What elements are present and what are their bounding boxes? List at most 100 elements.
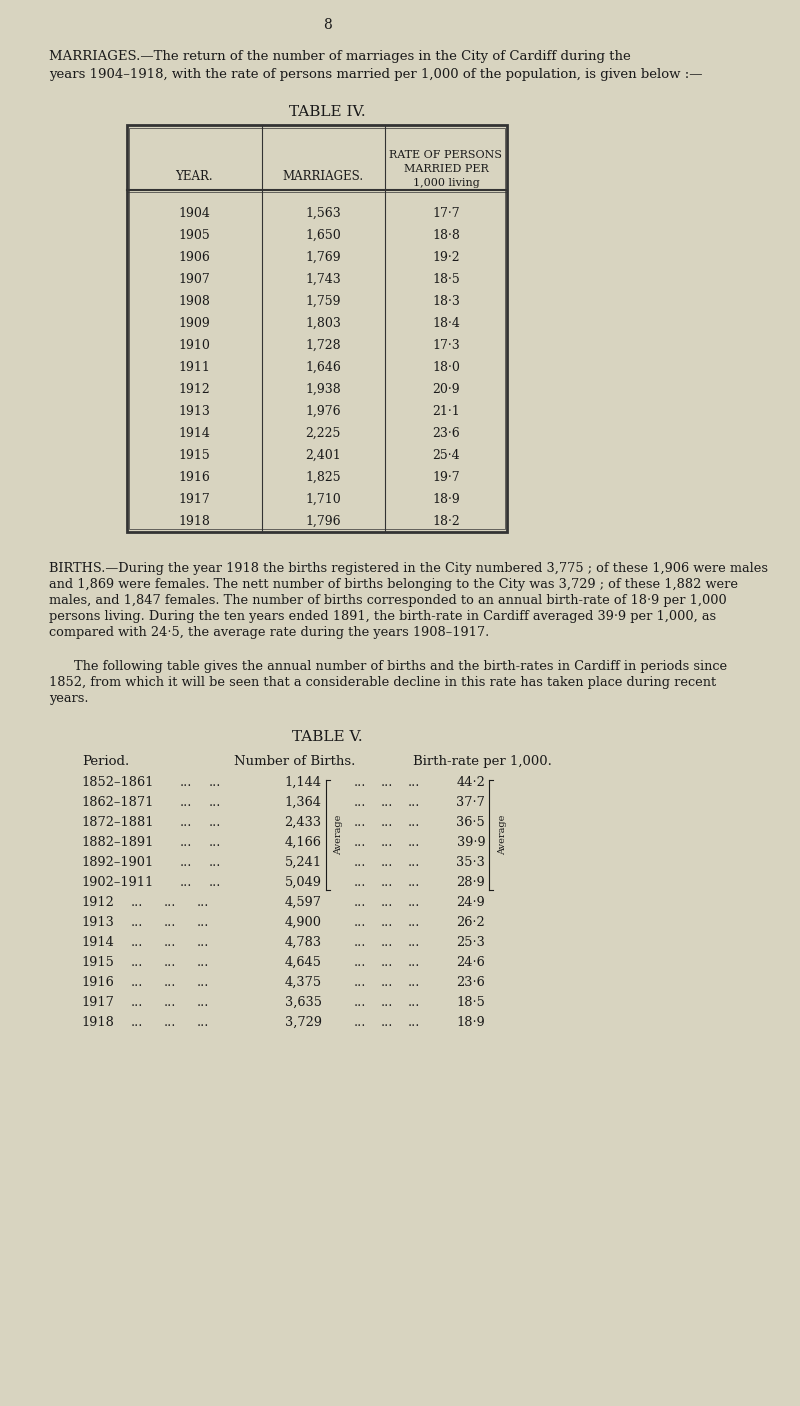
Text: ...: ...: [407, 876, 420, 889]
Text: 25·3: 25·3: [456, 936, 485, 949]
Text: 1918: 1918: [82, 1017, 114, 1029]
Text: ...: ...: [382, 936, 394, 949]
Text: ...: ...: [164, 915, 176, 929]
Text: 1916: 1916: [178, 471, 210, 484]
Text: 1,710: 1,710: [306, 494, 341, 506]
Text: 18·4: 18·4: [432, 316, 460, 330]
Text: 35·3: 35·3: [456, 856, 485, 869]
Text: 1892–1901: 1892–1901: [82, 856, 154, 869]
Text: ...: ...: [354, 956, 366, 969]
Text: 1,976: 1,976: [306, 405, 341, 418]
Text: ...: ...: [131, 896, 143, 910]
Text: 1908: 1908: [178, 295, 210, 308]
Text: 1,000 living: 1,000 living: [413, 179, 479, 188]
Text: 25·4: 25·4: [432, 449, 460, 463]
Text: ...: ...: [382, 976, 394, 988]
Text: 1882–1891: 1882–1891: [82, 837, 154, 849]
Text: 1914: 1914: [178, 427, 210, 440]
Text: 1852, from which it will be seen that a considerable decline in this rate has ta: 1852, from which it will be seen that a …: [49, 676, 716, 689]
Text: Average: Average: [498, 815, 507, 855]
Text: ...: ...: [354, 936, 366, 949]
Text: ...: ...: [407, 896, 420, 910]
Text: ...: ...: [382, 1017, 394, 1029]
Text: 1909: 1909: [178, 316, 210, 330]
Text: 1907: 1907: [178, 273, 210, 285]
Text: 24·9: 24·9: [456, 896, 485, 910]
Text: ...: ...: [382, 956, 394, 969]
Text: 1916: 1916: [82, 976, 114, 988]
Text: 1,743: 1,743: [306, 273, 341, 285]
Text: 1905: 1905: [178, 229, 210, 242]
Text: ...: ...: [382, 796, 394, 808]
Text: 2,433: 2,433: [284, 815, 322, 830]
Text: 4,166: 4,166: [285, 837, 322, 849]
Text: ...: ...: [354, 856, 366, 869]
Text: 2,401: 2,401: [306, 449, 341, 463]
Text: 4,900: 4,900: [285, 915, 322, 929]
Text: 36·5: 36·5: [456, 815, 485, 830]
Text: ...: ...: [180, 796, 192, 808]
Text: YEAR.: YEAR.: [175, 170, 213, 183]
Text: ...: ...: [382, 815, 394, 830]
Text: ...: ...: [407, 776, 420, 789]
Text: ...: ...: [354, 976, 366, 988]
Text: 1912: 1912: [178, 382, 210, 396]
Text: 24·6: 24·6: [456, 956, 485, 969]
Text: ...: ...: [164, 956, 176, 969]
Text: 1,728: 1,728: [306, 339, 341, 352]
Text: ...: ...: [407, 856, 420, 869]
Text: ...: ...: [196, 896, 209, 910]
Text: 1,825: 1,825: [306, 471, 341, 484]
Text: 18·5: 18·5: [432, 273, 460, 285]
Text: ...: ...: [196, 976, 209, 988]
Text: 26·2: 26·2: [456, 915, 485, 929]
Text: ...: ...: [382, 915, 394, 929]
Text: 3,635: 3,635: [285, 995, 322, 1010]
Text: ...: ...: [407, 976, 420, 988]
Text: ...: ...: [354, 837, 366, 849]
Text: ...: ...: [180, 776, 192, 789]
Text: 1911: 1911: [178, 361, 210, 374]
Text: 1,803: 1,803: [306, 316, 341, 330]
Text: 44·2: 44·2: [456, 776, 485, 789]
Text: MARRIAGES.—The return of the number of marriages in the City of Cardiff during t: MARRIAGES.—The return of the number of m…: [49, 51, 631, 63]
Bar: [130, 128, 505, 529]
Text: Average: Average: [334, 815, 343, 855]
Text: ...: ...: [180, 837, 192, 849]
Text: ...: ...: [164, 896, 176, 910]
Text: 1,938: 1,938: [306, 382, 341, 396]
Text: 23·6: 23·6: [432, 427, 460, 440]
Text: Period.: Period.: [82, 755, 129, 768]
Text: 1913: 1913: [178, 405, 210, 418]
Text: 2,225: 2,225: [306, 427, 341, 440]
Text: ...: ...: [382, 776, 394, 789]
Text: ...: ...: [354, 815, 366, 830]
Text: 19·7: 19·7: [432, 471, 460, 484]
Text: males, and 1,847 females. The number of births corresponded to an annual birth-r: males, and 1,847 females. The number of …: [49, 593, 727, 607]
Text: 18·9: 18·9: [456, 1017, 485, 1029]
Text: ...: ...: [354, 896, 366, 910]
Text: 1,646: 1,646: [306, 361, 341, 374]
Text: ...: ...: [382, 896, 394, 910]
Text: ...: ...: [407, 1017, 420, 1029]
Text: 1912: 1912: [82, 896, 114, 910]
Text: ...: ...: [131, 956, 143, 969]
Text: The following table gives the annual number of births and the birth-rates in Car: The following table gives the annual num…: [74, 659, 726, 673]
Text: ...: ...: [209, 796, 221, 808]
Text: 1904: 1904: [178, 207, 210, 219]
Text: 1917: 1917: [178, 494, 210, 506]
Text: 1,769: 1,769: [306, 252, 341, 264]
Text: 1,796: 1,796: [306, 515, 341, 529]
Text: ...: ...: [196, 1017, 209, 1029]
Text: ...: ...: [354, 876, 366, 889]
Text: 4,645: 4,645: [285, 956, 322, 969]
Text: 18·8: 18·8: [432, 229, 460, 242]
Text: ...: ...: [164, 976, 176, 988]
Text: 1,144: 1,144: [284, 776, 322, 789]
Text: ...: ...: [382, 856, 394, 869]
Text: ...: ...: [164, 1017, 176, 1029]
Text: ...: ...: [407, 995, 420, 1010]
Text: Birth-rate per 1,000.: Birth-rate per 1,000.: [414, 755, 552, 768]
Text: ...: ...: [196, 915, 209, 929]
Text: MARRIED PER: MARRIED PER: [403, 165, 488, 174]
